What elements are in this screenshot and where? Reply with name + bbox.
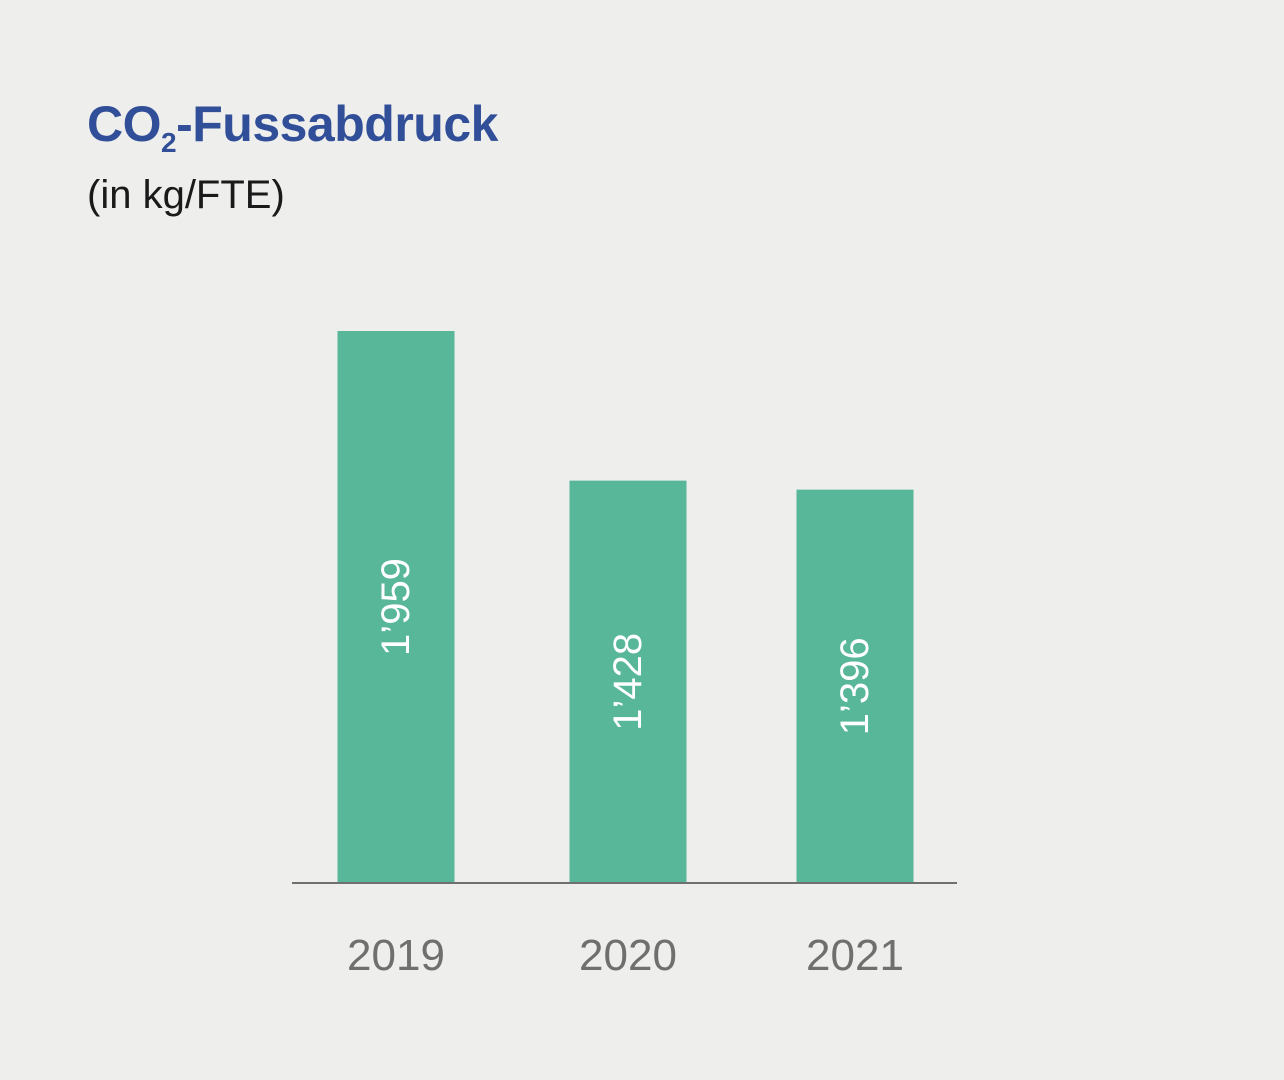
bar-value-label-2020: 1’428 [606,633,650,731]
chart-title-prefix: CO [87,96,162,152]
x-tick-label-2020: 2020 [579,931,677,980]
bar-value-label-2021: 1’396 [833,637,877,735]
bar-2020 [569,480,687,883]
chart-title: CO2-Fussabdruck [87,92,498,158]
chart-title-suffix: -Fussabdruck [176,96,498,152]
bar-value-label-2019: 1’959 [374,558,418,656]
bars-group: 1’959 1’428 1’396 [337,331,914,883]
chart-subtitle: (in kg/FTE) [87,173,285,217]
x-tick-label-2019: 2019 [347,931,445,980]
x-tick-labels: 2019 2020 2021 [347,931,904,980]
bar-2021 [796,489,914,883]
bar-2019 [337,331,455,883]
x-tick-label-2021: 2021 [806,931,904,980]
chart-title-subscript: 2 [161,127,177,158]
